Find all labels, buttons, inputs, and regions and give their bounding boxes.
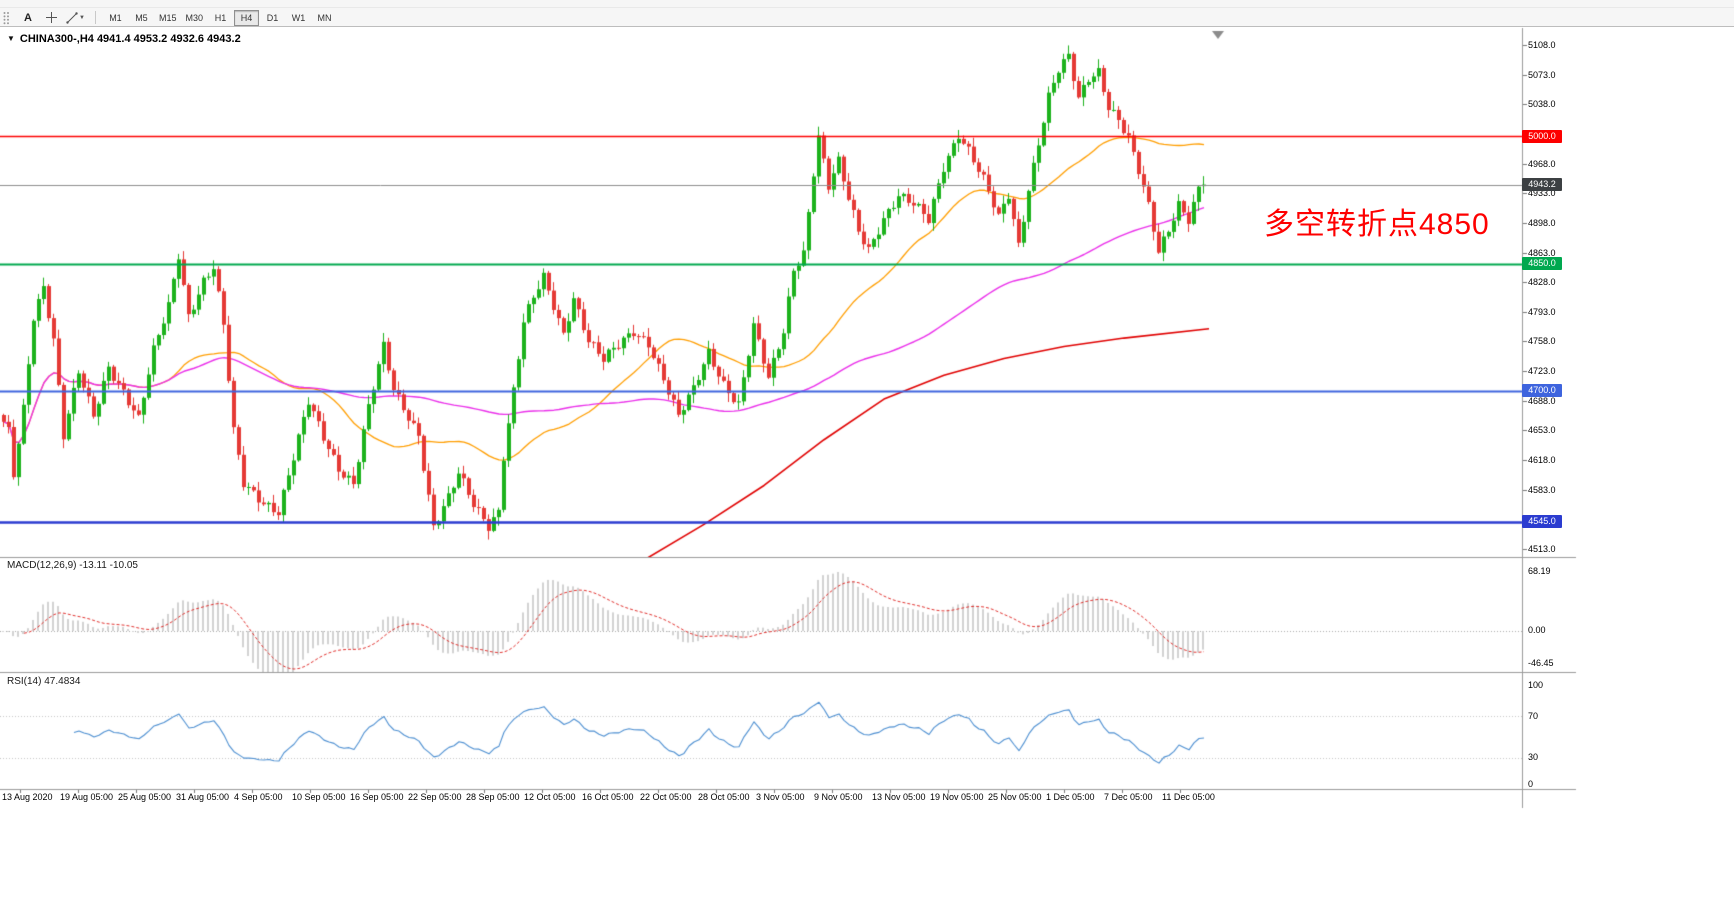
price-tick: 5073.0 <box>1528 69 1556 80</box>
toolbar-grip[interactable] <box>3 11 10 25</box>
price-tick: 4933.0 <box>1528 188 1556 199</box>
time-axis-label: 31 Aug 05:00 <box>176 792 230 802</box>
timeframe-m1[interactable]: M1 <box>103 10 128 26</box>
time-axis-label: 7 Dec 05:00 <box>1104 792 1153 802</box>
time-axis-label: 12 Oct 05:00 <box>524 792 576 802</box>
price-tick: 4863.0 <box>1528 247 1556 258</box>
toolbar-separator <box>94 11 96 24</box>
trendline-icon <box>66 11 78 24</box>
crosshair-tool-button[interactable] <box>40 9 62 26</box>
time-axis-label: 22 Oct 05:00 <box>640 792 692 802</box>
rsi-scale-label: 0 <box>1528 779 1534 789</box>
time-axis-label: 1 Dec 05:00 <box>1046 792 1095 802</box>
price-badge-5000.0: 5000.0 <box>1522 129 1562 143</box>
macd-scale-label: 68.19 <box>1528 566 1551 576</box>
price-badge-4545.0: 4545.0 <box>1522 515 1562 529</box>
time-axis-label: 13 Nov 05:00 <box>872 792 926 802</box>
rsi-scale-label: 30 <box>1528 752 1539 762</box>
time-axis-label: 13 Aug 2020 <box>2 792 53 802</box>
timeframe-d1[interactable]: D1 <box>260 10 285 26</box>
timeframe-w1[interactable]: W1 <box>286 10 311 26</box>
price-tick: 4618.0 <box>1528 455 1556 466</box>
price-tick: 4513.0 <box>1528 544 1556 554</box>
timeframe-m5[interactable]: M5 <box>129 10 154 26</box>
time-axis-label: 11 Dec 05:00 <box>1162 792 1215 802</box>
draw-tools-button[interactable]: ▼ <box>63 9 88 26</box>
time-axis-label: 28 Sep 05:00 <box>466 792 520 802</box>
dropdown-caret-icon: ▼ <box>79 14 85 21</box>
price-tick: 4968.0 <box>1528 158 1556 169</box>
timeframe-h1[interactable]: H1 <box>208 10 233 26</box>
price-tick: 4583.0 <box>1528 484 1556 495</box>
time-axis-label: 22 Sep 05:00 <box>408 792 462 802</box>
rsi-label: RSI(14) 47.4834 <box>7 676 81 687</box>
macd-scale-label: 0.00 <box>1528 624 1546 635</box>
time-axis-label: 9 Nov 05:00 <box>814 792 863 802</box>
chart-annotation-text[interactable]: 多空转折点4850 <box>1264 208 1490 241</box>
timeframe-group: M1 M5 M15 M30 H1 H4 D1 W1 MN <box>103 9 337 26</box>
time-axis-label: 3 Nov 05:00 <box>756 792 805 802</box>
symbol-marker-icon: ▼ <box>7 34 15 43</box>
rsi-scale-label: 70 <box>1528 711 1539 721</box>
price-tick: 4688.0 <box>1528 395 1556 406</box>
price-tick: 4758.0 <box>1528 336 1556 347</box>
price-badge-4943.2: 4943.2 <box>1522 178 1562 192</box>
time-axis-label: 19 Nov 05:00 <box>930 792 984 802</box>
price-tick: 4898.0 <box>1528 217 1556 228</box>
price-axis[interactable]: 5108.0 5073.0 5038.0 4968.0 4933.0 4898.0 4863… <box>1522 0 1586 898</box>
grip-dots-icon <box>3 11 9 24</box>
price-badge-4850.0: 4850.0 <box>1522 257 1562 271</box>
text-tool-button[interactable]: A <box>17 9 39 26</box>
crosshair-icon <box>45 12 57 23</box>
price-tick: 5038.0 <box>1528 99 1556 110</box>
chart-symbol-line: ▼ CHINA300-,H4 4941.4 4953.2 4932.6 4943… <box>7 33 241 45</box>
price-tick: 4828.0 <box>1528 277 1556 288</box>
main-toolbar: A ▼ M1 M5 M15 M30 H1 H4 D1 W1 MN <box>0 0 1734 27</box>
price-badge-4700.0: 4700.0 <box>1522 384 1562 398</box>
price-tick: 5108.0 <box>1528 40 1556 50</box>
price-tick: 4793.0 <box>1528 306 1556 317</box>
macd-label: MACD(12,26,9) -13.11 -10.05 <box>7 560 138 571</box>
macd-scale-label: -46.45 <box>1528 658 1554 668</box>
timeframe-m30[interactable]: M30 <box>181 10 207 26</box>
toolbar-top-row <box>0 0 1734 8</box>
timeframe-h4[interactable]: H4 <box>233 9 259 26</box>
symbol-ohlc-text: CHINA300-,H4 4941.4 4953.2 4932.6 4943.2 <box>19 33 241 45</box>
time-axis-label: 25 Aug 05:00 <box>118 792 172 802</box>
time-axis-label: 19 Aug 05:00 <box>60 792 114 802</box>
time-axis-label: 4 Sep 05:00 <box>234 792 283 802</box>
time-axis-label: 10 Sep 05:00 <box>292 792 346 802</box>
time-axis-label: 28 Oct 05:00 <box>698 792 750 802</box>
time-axis-label: 16 Oct 05:00 <box>582 792 634 802</box>
time-axis[interactable]: 13 Aug 2020 19 Aug 05:00 25 Aug 05:00 31 Au… <box>0 788 1522 808</box>
rsi-scale-label: 100 <box>1528 680 1544 690</box>
price-tick: 4653.0 <box>1528 425 1556 436</box>
time-axis-label: 25 Nov 05:00 <box>988 792 1042 802</box>
time-axis-label: 16 Sep 05:00 <box>350 792 404 802</box>
toolbar-main-row: A ▼ M1 M5 M15 M30 H1 H4 D1 W1 MN <box>0 8 1734 27</box>
timeframe-mn[interactable]: MN <box>312 10 337 26</box>
timeframe-m15[interactable]: M15 <box>155 10 181 26</box>
price-tick: 4723.0 <box>1528 366 1556 377</box>
